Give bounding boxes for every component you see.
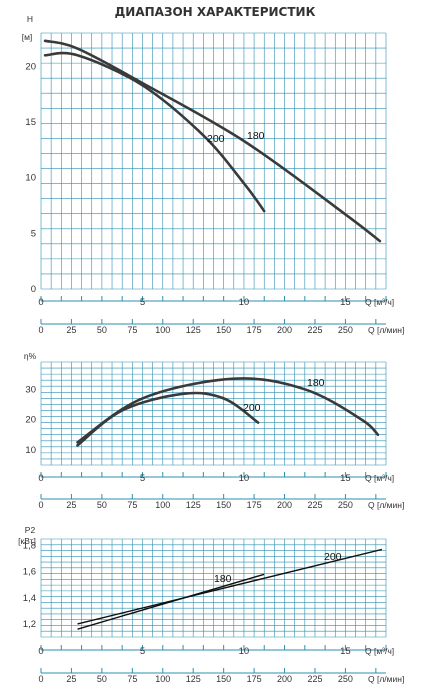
- x-tick-label-lmin: 75: [127, 325, 137, 335]
- x-tick-label-lmin: 100: [155, 500, 170, 510]
- x-tick-label-m3h: 5: [140, 297, 145, 308]
- y-tick-label: 1,4: [23, 593, 36, 604]
- x-axis-label-m3h: Q [м³/ч]: [365, 473, 394, 483]
- y-tick-label: 10: [25, 445, 36, 456]
- x-tick-label-lmin: 25: [66, 325, 76, 335]
- x-tick-label-lmin: 50: [97, 500, 107, 510]
- x-tick-label-lmin: 0: [38, 500, 43, 510]
- series-label-200: 200: [324, 551, 342, 563]
- x-tick-label-lmin: 150: [216, 500, 231, 510]
- x-tick-label-lmin: 25: [66, 500, 76, 510]
- x-axis-label-m3h: Q [м³/ч]: [365, 297, 394, 307]
- x-tick-label-lmin: 200: [277, 500, 292, 510]
- x-tick-label-lmin: 25: [66, 674, 76, 684]
- y-tick-label: 0: [31, 284, 36, 295]
- x-tick-label-lmin: 225: [307, 325, 322, 335]
- y-tick-label: 30: [25, 384, 36, 395]
- x-tick-label-lmin: 100: [155, 674, 170, 684]
- x-tick-label-m3h: 15: [340, 297, 351, 308]
- panel-3: P2[кВт] 1,2 1,4 1,6 1,8 0 5 10 15 Q [м³/ч] 0 25 50 75…: [18, 525, 404, 684]
- x-tick-label-lmin: 150: [216, 674, 231, 684]
- series-line-200: [77, 548, 383, 625]
- x-tick-label-lmin: 250: [338, 325, 353, 335]
- x-tick-label-lmin: 75: [127, 500, 137, 510]
- series-label-180: 180: [307, 377, 325, 389]
- x-axis-label-lmin: Q [л/мин]: [368, 674, 404, 684]
- series-label-180: 180: [214, 573, 232, 585]
- x-tick-label-m3h: 5: [140, 473, 145, 484]
- y-tick-label: 5: [31, 228, 36, 239]
- x-tick-label-m3h: 0: [38, 297, 43, 308]
- x-tick-label-lmin: 150: [216, 325, 231, 335]
- y-tick-label: 1,8: [23, 541, 36, 552]
- y-axis-label: H: [27, 14, 33, 24]
- x-axis-label-lmin: Q [л/мин]: [368, 500, 404, 510]
- y-tick-label: 20: [25, 415, 36, 426]
- x-tick-label-lmin: 125: [186, 325, 201, 335]
- x-tick-label-m3h: 0: [38, 473, 43, 484]
- x-tick-label-lmin: 100: [155, 325, 170, 335]
- y-tick-label: 1,2: [23, 619, 36, 630]
- x-axis-label-m3h: Q [м³/ч]: [365, 646, 394, 656]
- panel-2: η% 10 20 30 0 5 10 15 Q [м³/ч] 0 25 50 75 100 125 150 17…: [24, 351, 404, 510]
- y-axis-label: η%: [24, 351, 37, 361]
- y-tick-label: 10: [25, 173, 36, 184]
- y-axis-unit: [м]: [22, 32, 33, 42]
- x-tick-label-m3h: 15: [340, 473, 351, 484]
- x-tick-label-lmin: 125: [186, 500, 201, 510]
- x-tick-label-lmin: 225: [307, 500, 322, 510]
- series-label-200: 200: [243, 402, 261, 414]
- series-label-180: 180: [247, 130, 265, 142]
- series-line-180: [43, 51, 266, 213]
- x-tick-label-lmin: 0: [38, 674, 43, 684]
- series-label-200: 200: [207, 133, 225, 145]
- series-line-200: [43, 39, 382, 243]
- x-tick-label-lmin: 125: [186, 674, 201, 684]
- x-tick-label-lmin: 225: [307, 674, 322, 684]
- x-tick-label-m3h: 0: [38, 646, 43, 657]
- y-tick-label: 20: [25, 61, 36, 72]
- y-axis-label: P2: [25, 525, 36, 535]
- x-tick-label-lmin: 75: [127, 674, 137, 684]
- x-tick-label-lmin: 50: [97, 674, 107, 684]
- x-axis-label-lmin: Q [л/мин]: [368, 325, 404, 335]
- chart-title: ДИАПАЗОН ХАРАКТЕРИСТИК: [115, 5, 316, 19]
- x-tick-label-lmin: 0: [38, 325, 43, 335]
- x-tick-label-m3h: 10: [239, 297, 250, 308]
- x-tick-label-m3h: 10: [239, 473, 250, 484]
- x-tick-label-m3h: 15: [340, 646, 351, 657]
- y-tick-label: 15: [25, 117, 36, 128]
- y-tick-label: 1,6: [23, 567, 36, 578]
- series-line-200: [76, 377, 380, 444]
- x-tick-label-m3h: 5: [140, 646, 145, 657]
- x-tick-label-lmin: 250: [338, 674, 353, 684]
- x-tick-label-lmin: 175: [247, 325, 262, 335]
- x-tick-label-m3h: 10: [239, 646, 250, 657]
- y-axis-unit: [кВт]: [18, 536, 36, 546]
- x-tick-label-lmin: 50: [97, 325, 107, 335]
- x-tick-label-lmin: 175: [247, 674, 262, 684]
- x-tick-label-lmin: 200: [277, 674, 292, 684]
- x-tick-label-lmin: 175: [247, 500, 262, 510]
- x-tick-label-lmin: 200: [277, 325, 292, 335]
- series-line-180: [76, 391, 260, 447]
- x-tick-label-lmin: 250: [338, 500, 353, 510]
